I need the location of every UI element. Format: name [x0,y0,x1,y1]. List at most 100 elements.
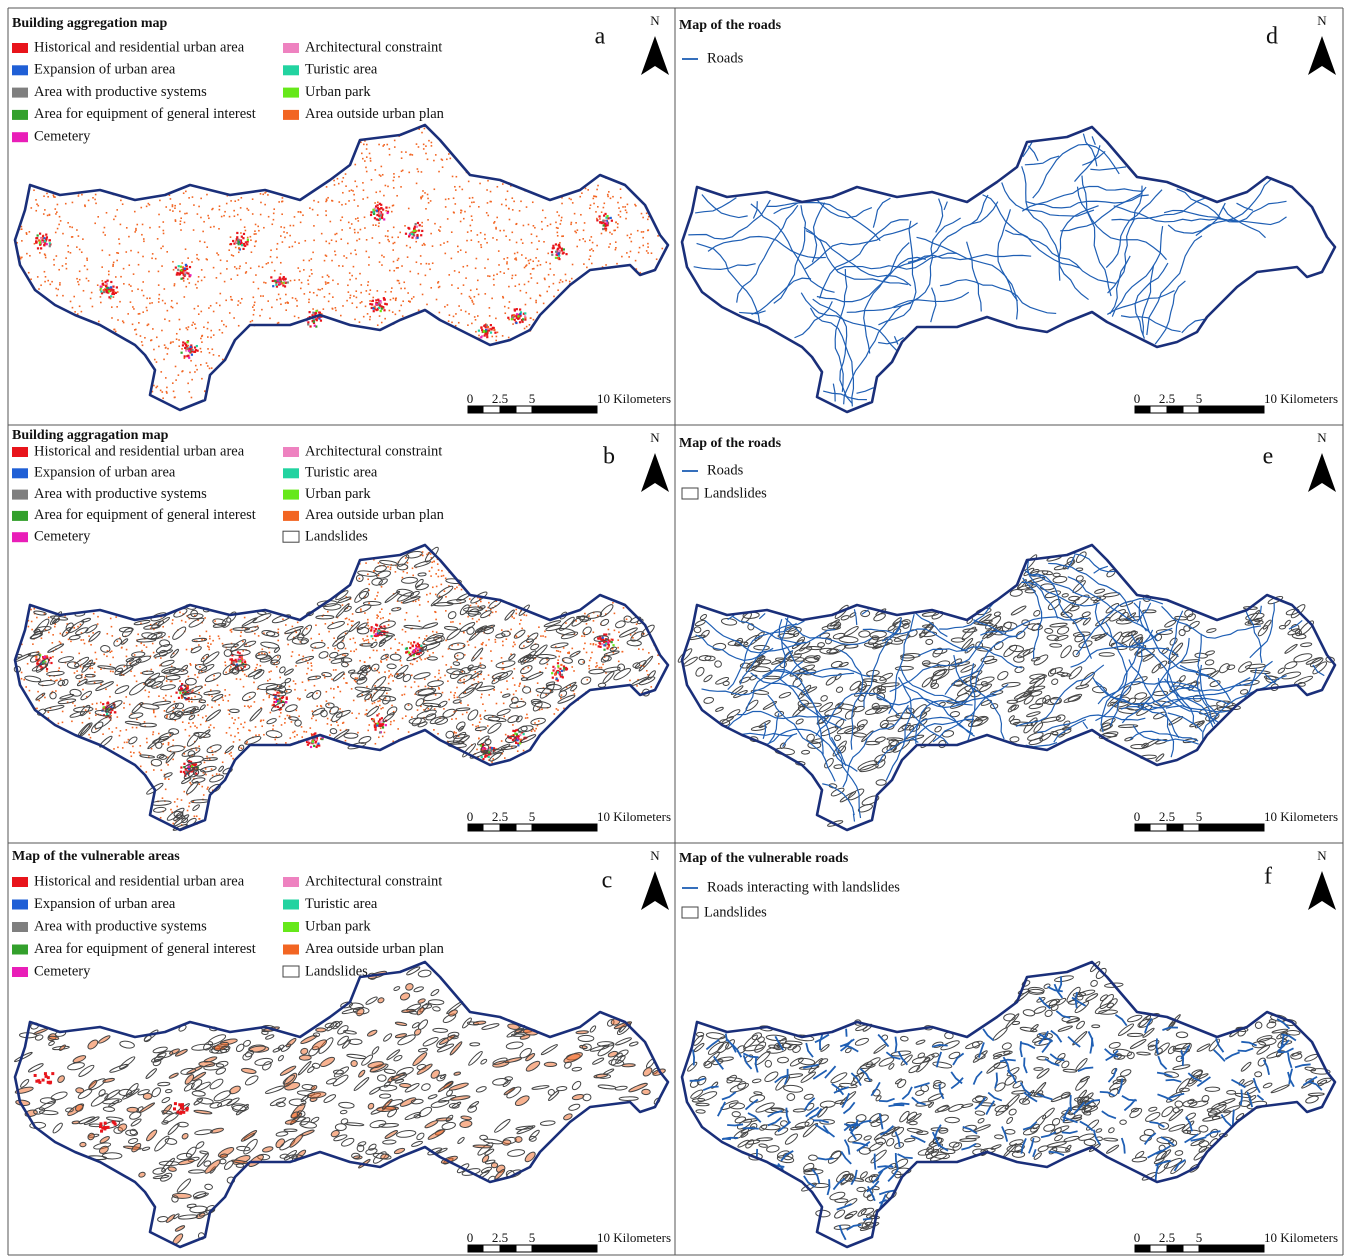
building [472,301,474,303]
building [321,288,323,290]
building [474,316,476,318]
building [365,306,367,308]
building [512,646,514,648]
building [333,669,335,671]
building [549,263,551,265]
building [159,226,161,228]
building [641,213,643,215]
building [364,227,366,229]
building [146,206,148,208]
building [335,254,337,256]
building [174,205,176,207]
building [121,647,123,649]
building [179,211,181,213]
building [207,336,209,338]
building [185,191,187,193]
building [517,750,519,752]
building [328,704,330,706]
building [345,682,347,684]
building [113,329,115,331]
building [207,788,209,790]
building [435,619,437,621]
building [336,233,338,235]
building [58,224,60,226]
building [535,302,537,304]
building [588,665,590,667]
building [393,227,395,229]
building [192,322,194,324]
building [72,202,74,204]
building [308,301,310,303]
scale-bar-segment [500,406,516,413]
building [190,360,192,362]
building [66,268,68,270]
building [412,154,414,156]
building [239,265,241,267]
building [179,203,181,205]
building [234,719,236,721]
building [497,332,499,334]
building [389,148,391,150]
building [431,561,433,563]
building [383,649,385,651]
building [355,218,357,220]
building [451,284,453,286]
building [244,226,246,228]
building [418,644,420,646]
building [589,207,591,209]
building [344,655,346,657]
building [392,675,394,677]
building [371,179,373,181]
building [615,241,617,243]
building [143,240,145,242]
building [74,672,76,674]
building [237,214,239,216]
building [409,647,411,649]
building [201,269,203,271]
building [206,756,208,758]
building [588,668,590,670]
panel-letter: b [603,444,615,470]
building [234,266,236,268]
building [158,214,160,216]
building [375,169,377,171]
legend-swatch [12,511,28,521]
building [387,566,389,568]
building [394,146,396,148]
building [568,651,570,653]
building [78,235,80,237]
building [394,638,396,640]
building [187,329,189,331]
landslide [399,1083,411,1088]
building [642,237,644,239]
building [378,307,380,309]
building [519,321,521,323]
building [184,357,186,359]
building [368,583,370,585]
building [271,262,273,264]
building [615,247,617,249]
scale-label: 5 [529,809,536,824]
building [271,307,273,309]
building [91,667,93,669]
building [80,639,82,641]
building [380,660,382,662]
building [541,228,543,230]
building [481,756,483,758]
building [484,234,486,236]
building [341,181,343,183]
building [528,260,530,262]
building [281,213,283,215]
building [617,647,619,649]
building [180,266,182,268]
building [120,200,122,202]
building [391,705,393,707]
building [467,641,469,643]
building [441,570,443,572]
building [207,348,209,350]
building [592,198,594,200]
building [560,279,562,281]
building [233,255,235,257]
building [36,617,38,619]
building [444,306,446,308]
